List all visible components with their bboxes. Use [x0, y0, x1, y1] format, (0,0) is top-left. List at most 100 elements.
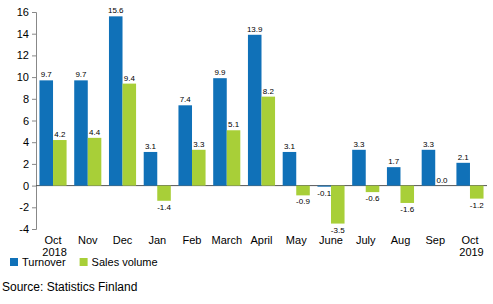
data-label: -1.6 [400, 205, 414, 214]
y-tick-mark [32, 142, 36, 143]
y-tick-label: 8 [23, 93, 29, 105]
bar [387, 167, 401, 185]
data-label: 8.2 [263, 87, 275, 96]
x-tick-label: Dec [113, 234, 133, 246]
y-tick-mark [32, 34, 36, 35]
bar [317, 186, 331, 187]
y-tick-mark [32, 164, 36, 165]
data-label: 9.9 [214, 68, 226, 77]
y-tick: 12 [17, 49, 36, 61]
data-label: 4.2 [54, 130, 66, 139]
data-label: 7.4 [180, 95, 192, 104]
bar [227, 130, 241, 185]
y-tick-mark [32, 12, 36, 13]
x-tick-label: Oct 2019 [456, 234, 484, 259]
y-tick: 0 [23, 180, 36, 192]
bars [39, 16, 483, 223]
bar [366, 186, 380, 193]
y-tick-mark [32, 186, 36, 187]
bar [435, 185, 449, 186]
x-tick-label: June [319, 234, 343, 246]
bar [331, 186, 345, 224]
legend: Turnover Sales volume [10, 256, 158, 268]
x-tick-label: Feb [183, 234, 202, 246]
x-tick-label: July [356, 234, 376, 246]
y-tick: 10 [17, 71, 36, 83]
legend-item: Turnover [10, 256, 66, 268]
x-tick: June [319, 233, 343, 246]
data-label: -0.1 [317, 189, 331, 198]
y-tick-mark [32, 77, 36, 78]
legend-label: Turnover [22, 256, 66, 268]
data-label: 3.3 [353, 140, 365, 149]
bar [422, 150, 436, 186]
bar [470, 186, 484, 199]
chart: -4-202468101214169.79.715.63.17.49.913.9… [0, 0, 493, 304]
data-labels: 9.79.715.63.17.49.913.93.1-0.13.31.73.32… [41, 6, 485, 234]
data-label: 3.1 [145, 142, 157, 151]
data-label: 3.3 [423, 140, 435, 149]
x-tick: Oct 2019 [456, 233, 484, 258]
data-label: -0.9 [296, 197, 310, 206]
y-tick-label: 0 [23, 180, 29, 192]
bar [157, 186, 171, 201]
x-tick-label: April [250, 234, 272, 246]
bar [192, 150, 206, 186]
bar [248, 35, 262, 186]
bar [144, 152, 158, 186]
y-tick: 2 [23, 158, 36, 170]
data-label: -1.4 [157, 203, 171, 212]
bar [53, 140, 67, 186]
x-tick: March [211, 233, 242, 246]
data-label: 4.4 [89, 128, 101, 137]
x-tick: Aug [391, 233, 411, 246]
data-label: 9.4 [124, 74, 136, 83]
bar [400, 186, 414, 203]
y-tick-mark [32, 207, 36, 208]
x-tick-label: Oct 2018 [39, 234, 67, 259]
y-tick-label: -4 [19, 223, 29, 235]
x-tick-label: Jan [148, 234, 166, 246]
data-label: 3.3 [193, 140, 205, 149]
bar [296, 186, 310, 196]
data-label: -1.2 [470, 201, 484, 210]
x-tick: Sep [425, 233, 445, 246]
x-tick-label: Nov [78, 234, 98, 246]
legend-swatch [10, 258, 18, 266]
data-label: -0.6 [366, 194, 380, 203]
x-tick-label: March [211, 234, 242, 246]
bar [74, 80, 88, 185]
x-tick: Nov [78, 233, 98, 246]
bar [39, 80, 53, 185]
source-note: Source: Statistics Finland [2, 280, 137, 294]
x-tick: July [356, 233, 376, 246]
x-tick-label: May [286, 234, 307, 246]
bar [178, 105, 192, 185]
y-tick: 4 [23, 136, 36, 148]
y-tick: 6 [23, 115, 36, 127]
y-axis: -4 -2 0 2 4 6 8 10 12 14 16 [17, 6, 37, 235]
y-tick-label: 10 [17, 71, 29, 83]
data-label: 9.7 [75, 70, 87, 79]
y-tick: 14 [17, 28, 36, 40]
legend-swatch [80, 258, 88, 266]
bar [88, 138, 102, 186]
x-axis: Oct 2018 Nov Dec Jan Feb March April May June Jul… [39, 233, 483, 258]
y-tick-label: 14 [17, 28, 29, 40]
legend-label: Sales volume [92, 256, 158, 268]
y-tick-label: 16 [17, 6, 29, 18]
x-tick: Jan [148, 233, 166, 246]
data-label: 0.0 [436, 176, 448, 185]
y-tick-mark [32, 99, 36, 100]
y-tick: 8 [23, 93, 36, 105]
y-tick: -4 [19, 223, 36, 235]
y-tick-label: 12 [17, 49, 29, 61]
y-tick-label: -2 [19, 201, 29, 213]
x-tick-label: Sep [425, 234, 445, 246]
data-label: 5.1 [228, 120, 240, 129]
y-tick-mark [32, 55, 36, 56]
data-label: 15.6 [108, 6, 124, 15]
y-tick-label: 6 [23, 115, 29, 127]
y-tick-mark [32, 121, 36, 122]
y-axis-line [32, 13, 37, 230]
